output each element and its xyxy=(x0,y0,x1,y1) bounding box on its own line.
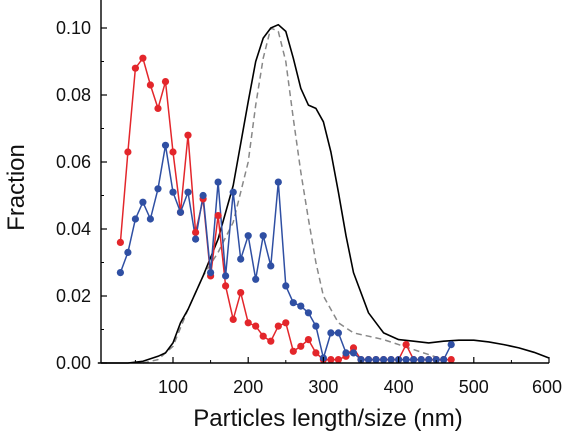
y-tick-label: 0.04 xyxy=(56,219,91,239)
series-0-point xyxy=(116,238,124,246)
series-1-point xyxy=(282,282,290,290)
y-tick-label: 0.00 xyxy=(56,353,91,373)
x-tick-label: 400 xyxy=(384,377,414,397)
series-0-point xyxy=(259,332,267,340)
axes: 0.00 0.02 0.04 0.06 0.08 0.10 100 200 300 400 500 6… xyxy=(56,0,562,397)
series-1-point xyxy=(116,269,124,277)
y-tick-label: 0.08 xyxy=(56,85,91,105)
series-1-point xyxy=(146,215,154,223)
x-tick-label: 500 xyxy=(459,377,489,397)
y-tick-label: 0.06 xyxy=(56,152,91,172)
series-1-point xyxy=(432,356,440,364)
series-1-point xyxy=(131,215,139,223)
series-0-point xyxy=(349,344,358,352)
series-line-0 xyxy=(119,57,452,361)
series-0-point xyxy=(252,322,260,330)
series-0-point xyxy=(131,64,139,72)
series-1-point xyxy=(161,141,170,149)
y-tick-label: 0.10 xyxy=(56,18,91,38)
series-0-point xyxy=(222,282,230,290)
y-tick-label: 0.02 xyxy=(56,286,91,306)
series-0-point xyxy=(297,342,305,350)
tick-layer: 0.00 0.02 0.04 0.06 0.08 0.10 100 200 300 400 500 6… xyxy=(56,18,562,397)
series-1-point xyxy=(380,356,388,364)
series-1-point xyxy=(244,232,252,240)
series-0-point xyxy=(192,228,200,236)
series-1-point xyxy=(169,188,177,196)
plot-area xyxy=(97,23,550,364)
x-axis-title: Particles length/size (nm) xyxy=(193,405,462,432)
series-1-point xyxy=(192,235,200,243)
series-1-point xyxy=(387,356,395,364)
x-tick-label: 300 xyxy=(308,377,338,397)
series-0-point xyxy=(237,289,245,297)
series-1-point xyxy=(176,208,185,216)
series-0-point xyxy=(312,349,320,357)
series-0-point xyxy=(402,341,410,349)
series-1-point xyxy=(214,178,222,186)
series-1-point xyxy=(259,232,267,240)
x-tick-label: 600 xyxy=(532,377,562,397)
series-1-point xyxy=(124,248,132,256)
series-1-point xyxy=(304,309,312,317)
series-line-1 xyxy=(119,144,452,361)
series-1-point xyxy=(289,299,297,307)
series-1-point xyxy=(417,356,425,364)
series-1-point xyxy=(139,198,147,206)
series-0-point xyxy=(244,319,252,327)
series-1-point xyxy=(274,178,282,186)
series-0-point xyxy=(139,54,147,62)
series-0-point xyxy=(146,81,154,89)
series-1-point xyxy=(297,302,305,310)
series-1-point xyxy=(342,349,350,357)
series-1-point xyxy=(312,322,320,330)
series-0-point xyxy=(229,315,237,323)
series-1-point xyxy=(184,188,192,196)
series-layer xyxy=(97,23,550,364)
series-line-3 xyxy=(142,27,444,364)
series-1-point xyxy=(410,356,418,364)
series-1-point xyxy=(334,329,342,337)
series-0-point xyxy=(267,337,275,345)
series-0-point xyxy=(184,131,192,139)
y-axis-title: Fraction xyxy=(3,144,30,231)
x-tick-label: 200 xyxy=(233,377,263,397)
series-1-point xyxy=(425,356,433,364)
series-1-point xyxy=(154,185,162,193)
series-0-point xyxy=(161,78,170,86)
series-0-point xyxy=(214,212,222,220)
series-0-point xyxy=(124,148,132,156)
series-1-point xyxy=(402,356,410,364)
series-1-point xyxy=(372,356,380,364)
series-1-point xyxy=(440,356,448,364)
series-1-point xyxy=(364,356,373,364)
series-1-point xyxy=(357,356,365,364)
series-1-point xyxy=(327,329,335,337)
series-0-point xyxy=(274,322,282,330)
series-1-point xyxy=(447,341,455,349)
series-0-point xyxy=(334,356,342,364)
series-0-point xyxy=(327,356,335,364)
series-1-point xyxy=(199,191,207,200)
series-0-point xyxy=(447,356,455,364)
series-1-point xyxy=(237,255,245,263)
series-0-point xyxy=(282,319,290,327)
series-line-2 xyxy=(97,23,550,364)
series-1-point xyxy=(207,269,215,277)
series-1-point xyxy=(349,349,358,357)
series-1-point xyxy=(222,272,230,280)
series-1-point xyxy=(252,275,260,283)
marker-layer xyxy=(116,54,455,364)
series-1-point xyxy=(229,188,237,196)
x-tick-label: 100 xyxy=(158,377,188,397)
series-0-point xyxy=(304,336,312,344)
series-0-point xyxy=(289,347,297,355)
series-1-point xyxy=(267,262,275,270)
series-0-point xyxy=(154,104,162,112)
series-0-point xyxy=(169,148,177,156)
